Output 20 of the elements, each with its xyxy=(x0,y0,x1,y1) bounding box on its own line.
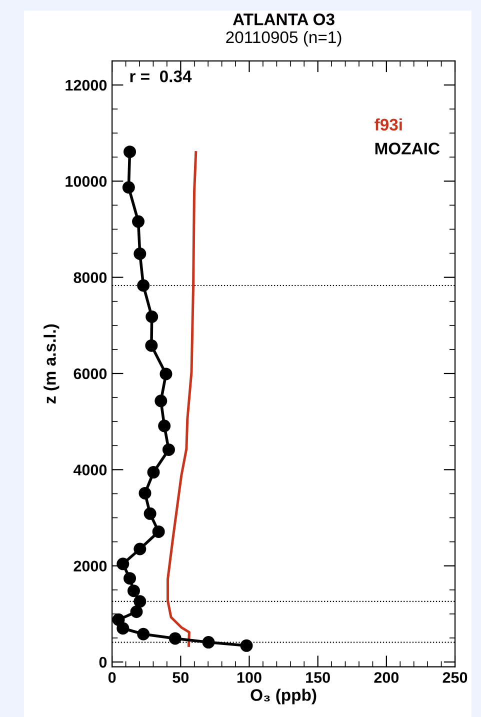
x-tick-label: 100 xyxy=(237,672,262,683)
y-axis-title: z (m a.s.l.) xyxy=(44,324,60,404)
y-tick-label: 0 xyxy=(99,656,107,668)
legend-label: MOZAIC xyxy=(375,142,440,154)
y-tick-label: 12000 xyxy=(66,80,107,91)
y-tick-label: 10000 xyxy=(66,176,107,187)
x-tick-label: 0 xyxy=(108,672,116,683)
text: f93i xyxy=(374,118,402,131)
y-tick-label: 2000 xyxy=(74,560,107,572)
chart-title: ATLANTA O3 xyxy=(232,13,334,26)
y-tick-label: 6000 xyxy=(74,368,107,380)
x-tick-label: 250 xyxy=(442,672,468,683)
y-tick-label: 4000 xyxy=(73,464,107,476)
x-axis-title: O₃ (ppb) xyxy=(250,688,316,704)
y-tick-label: 8000 xyxy=(74,272,107,284)
annotation: r = 0.34 xyxy=(130,70,192,82)
chart-subtitle: 20110905 (n=1) xyxy=(226,30,342,46)
x-tick-label: 150 xyxy=(306,672,330,683)
x-tick-label: 50 xyxy=(172,672,189,683)
x-tick-label: 200 xyxy=(374,672,399,683)
